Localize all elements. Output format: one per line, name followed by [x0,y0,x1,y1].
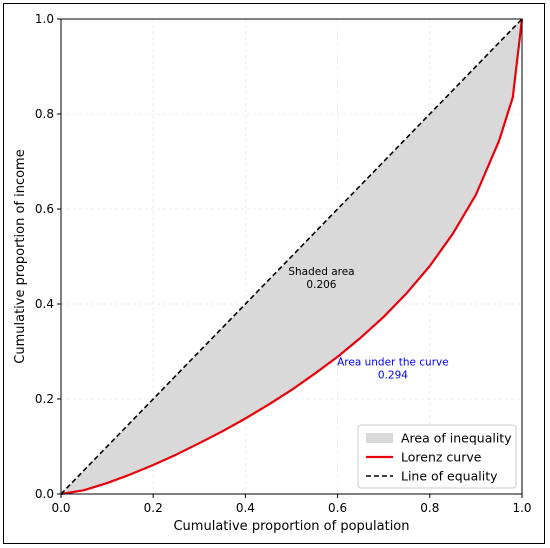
y-tick-label-2: 0.4 [35,297,54,311]
x-tick-label-4: 0.8 [420,501,439,515]
legend: Area of inequality Lorenz curve Line of eq… [357,424,517,489]
annotations: Shaded area 0.206 Area under the curve 0.29… [288,266,448,381]
y-tick-label-3: 0.6 [35,202,54,216]
x-tick-label-1: 0.2 [144,501,163,515]
annotation-0-line-0: Shaded area [288,266,354,278]
axis-ticks: 0.0 0.2 0.4 0.6 0.8 1.0 0.0 0.2 0.4 0.6 0.8 1.0 [35,12,532,515]
y-axis-label: Cumulative proportion of income [13,149,28,363]
annotation-0-line-1: 0.206 [306,279,336,291]
x-tick-label-2: 0.4 [236,501,255,515]
annotation-0: Shaded area 0.206 [288,266,354,291]
plot-area-border [60,18,523,495]
series-group [60,18,524,496]
x-tick-label-3: 0.6 [328,501,347,515]
legend-label-2: Line of equality [401,469,498,484]
x-tick-label-5: 1.0 [512,501,531,515]
line-of-equality [60,18,523,495]
annotation-1-line-1: 0.294 [378,369,408,381]
annotation-1: Area under the curve 0.294 [337,356,449,381]
legend-label-0: Area of inequality [401,431,512,446]
y-tick-label-0: 0.0 [35,487,54,501]
legend-box [357,424,517,489]
x-axis-label: Cumulative proportion of population [173,519,409,534]
legend-label-1: Lorenz curve [401,450,482,465]
annotation-1-line-0: Area under the curve [337,356,449,368]
y-tick-label-1: 0.2 [35,392,54,406]
x-tick-label-0: 0.0 [51,501,70,515]
legend-swatch-fill [366,433,393,443]
y-tick-label-4: 0.8 [35,107,54,121]
y-tick-label-5: 1.0 [35,12,54,26]
lorenz-curve [60,18,524,496]
